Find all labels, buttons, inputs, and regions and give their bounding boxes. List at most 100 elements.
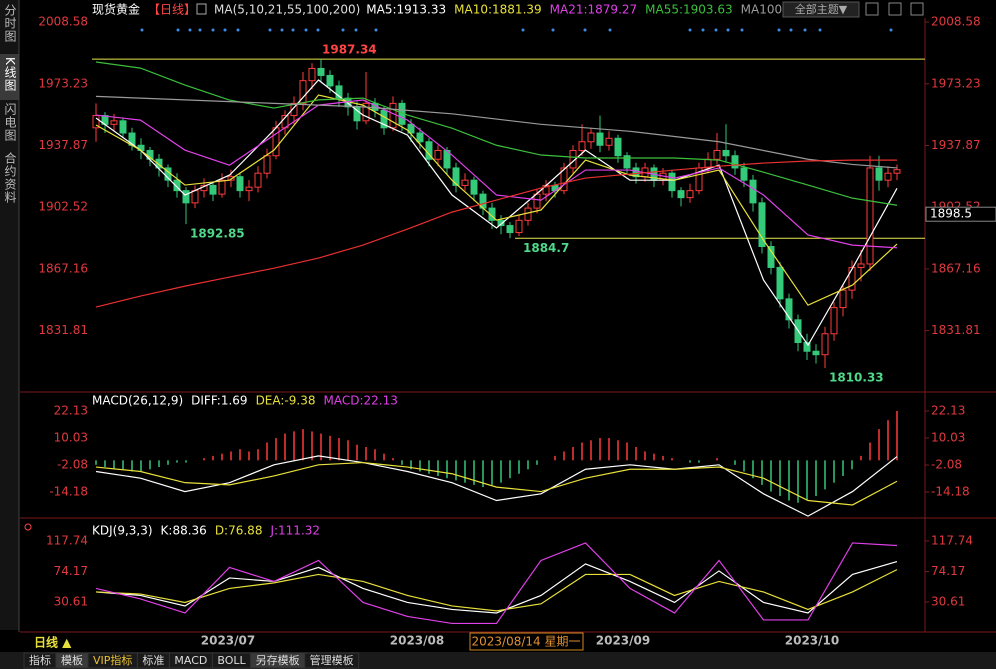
signal-dots bbox=[140, 28, 893, 32]
candle-body bbox=[767, 246, 775, 268]
toolbar-tab-label[interactable]: 标准 bbox=[142, 653, 164, 667]
signal-dot bbox=[304, 28, 308, 32]
candle-body bbox=[227, 176, 235, 181]
indicator-line bbox=[95, 542, 898, 625]
candle-body bbox=[785, 298, 793, 321]
indicator-line bbox=[95, 79, 898, 347]
y-tick-label-left: 1867.16 bbox=[38, 261, 88, 275]
sidebar-tab[interactable]: 合约资料 bbox=[3, 151, 17, 204]
signal-dot bbox=[280, 28, 284, 32]
toolbar-tab-label[interactable]: 模板 bbox=[61, 653, 83, 667]
toolbar-tab-label[interactable]: 指标 bbox=[29, 653, 51, 667]
candle-body bbox=[407, 123, 415, 134]
sidebar-tab[interactable]: 闪电图 bbox=[3, 103, 17, 142]
candle-body bbox=[497, 219, 505, 227]
legend-entry: J:111.32 bbox=[269, 524, 320, 538]
icon[interactable] bbox=[910, 2, 924, 16]
y-tick-label-right: 1831.81 bbox=[931, 323, 981, 337]
annotation: 1884.7 bbox=[523, 241, 569, 255]
y-tick-label-left: 117.74 bbox=[46, 534, 88, 548]
y-tick-label-left: 30.61 bbox=[54, 595, 88, 609]
signal-dot bbox=[803, 28, 807, 32]
legend-entry: K:88.36 bbox=[161, 524, 207, 538]
y-tick-label-left: 2008.58 bbox=[38, 15, 88, 29]
legend-entry: 现货黄金 bbox=[92, 2, 140, 17]
candle-body bbox=[317, 67, 325, 76]
legend-entry: MA21:1879.27 bbox=[550, 3, 638, 17]
legend-entry: MA10:1881.39 bbox=[454, 3, 542, 17]
candle-body bbox=[596, 132, 604, 146]
toolbar-tab-label[interactable]: 另存模板 bbox=[256, 653, 300, 667]
candle-body bbox=[740, 167, 748, 181]
sidebar-tab[interactable]: 分时图 bbox=[3, 4, 17, 43]
candle-body bbox=[578, 141, 586, 151]
theme-button[interactable] bbox=[782, 1, 860, 18]
icon[interactable] bbox=[888, 2, 902, 16]
candle-body bbox=[173, 179, 181, 192]
toolbar-tab-label[interactable]: BOLL bbox=[217, 654, 246, 667]
y-tick-label-right: 1867.16 bbox=[931, 261, 981, 275]
y-tick-label-right: -2.08 bbox=[931, 457, 962, 471]
candle-body bbox=[209, 184, 217, 195]
signal-dot bbox=[714, 28, 718, 32]
legend-entry: KDJ(9,3,3) bbox=[92, 524, 153, 538]
candle-body bbox=[326, 74, 334, 87]
candle-body bbox=[110, 120, 118, 125]
x-tick-label: 2023/07 bbox=[201, 634, 255, 648]
indicator-line bbox=[95, 94, 898, 306]
sidebar-tab[interactable]: K线图 bbox=[3, 57, 17, 92]
y-tick-label-right: 30.61 bbox=[931, 595, 965, 609]
candle-body bbox=[524, 207, 532, 221]
candle-body bbox=[893, 169, 901, 174]
y-tick-label-left: -14.18 bbox=[49, 484, 88, 498]
signal-dot bbox=[354, 28, 358, 32]
y-tick-label-left: 22.13 bbox=[54, 403, 88, 417]
y-tick-label-left: 74.17 bbox=[54, 564, 88, 578]
candle-body bbox=[677, 190, 685, 199]
candle-body bbox=[434, 149, 442, 160]
icon[interactable] bbox=[24, 523, 32, 531]
y-tick-label-right: -14.18 bbox=[931, 484, 970, 498]
y-tick-label-right: 22.13 bbox=[931, 403, 965, 417]
price-tag: 1898.5 bbox=[930, 207, 972, 221]
candle-body bbox=[668, 172, 676, 192]
indicator-line bbox=[95, 569, 898, 612]
candle-body bbox=[416, 132, 424, 143]
sidebar bbox=[0, 0, 19, 630]
icon[interactable] bbox=[865, 2, 879, 16]
y-tick-label-right: 74.17 bbox=[931, 564, 965, 578]
annotation: 1987.34 bbox=[322, 43, 377, 57]
legend-entry: MA5:1913.33 bbox=[366, 3, 446, 17]
y-tick-label-left: -2.08 bbox=[57, 457, 88, 471]
toolbar-tab[interactable] bbox=[304, 652, 360, 669]
candle-body bbox=[290, 102, 298, 117]
candle-body bbox=[731, 155, 739, 169]
toolbar-tab-label[interactable]: VIP指标 bbox=[93, 653, 132, 667]
candle-body bbox=[515, 219, 523, 234]
candle-body bbox=[218, 179, 226, 195]
signal-dot bbox=[740, 28, 744, 32]
signal-dot bbox=[236, 28, 240, 32]
y-tick-label-left: 1831.81 bbox=[38, 323, 88, 337]
annotation: 1810.33 bbox=[829, 371, 884, 385]
price-tag-box bbox=[925, 206, 996, 222]
candle-body bbox=[803, 342, 811, 352]
candle-body bbox=[875, 167, 883, 181]
candle-body bbox=[182, 190, 190, 204]
toolbar-tab-label[interactable]: MACD bbox=[174, 654, 207, 667]
legend-entry: DIFF:1.69 bbox=[191, 394, 247, 408]
signal-dot bbox=[341, 28, 345, 32]
candle-body bbox=[758, 202, 766, 248]
indicator-line bbox=[95, 61, 898, 206]
legend-entry: MA(5,10,21,55,100,200) bbox=[214, 3, 360, 17]
legend-entry: D:76.88 bbox=[215, 524, 263, 538]
toolbar-tab-label[interactable]: 管理模板 bbox=[310, 653, 354, 667]
signal-dot bbox=[818, 28, 822, 32]
signal-dot bbox=[211, 28, 215, 32]
candle-body bbox=[587, 132, 595, 143]
signal-dot bbox=[268, 28, 272, 32]
theme-button-label[interactable]: 全部主题▼ bbox=[795, 2, 848, 16]
candle-body bbox=[452, 167, 460, 186]
